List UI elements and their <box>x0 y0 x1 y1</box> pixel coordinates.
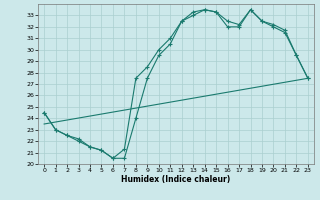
X-axis label: Humidex (Indice chaleur): Humidex (Indice chaleur) <box>121 175 231 184</box>
